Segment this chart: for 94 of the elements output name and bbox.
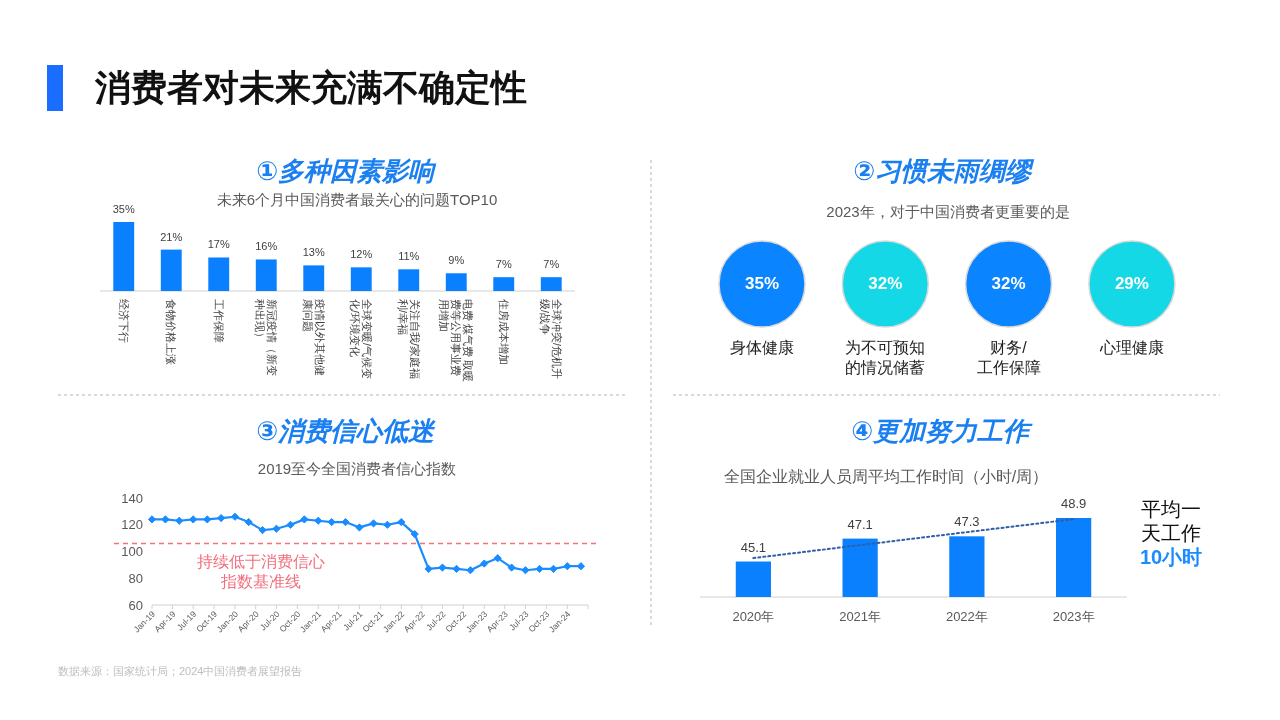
data-label: 11% — [398, 250, 420, 264]
point — [452, 564, 461, 573]
data-label: 47.1 — [847, 517, 873, 533]
x-tick-label: 经济下行 — [117, 299, 130, 345]
point — [369, 519, 378, 528]
chart-title: ①多种因素影响 — [255, 156, 435, 188]
ref-line-label: 持续低于消费信心指数基准线 — [196, 552, 326, 591]
data-label: 35% — [744, 273, 780, 295]
data-label: 29% — [1114, 273, 1149, 295]
x-tick-label: 工作保障 — [212, 299, 225, 345]
y-tick-label: 80 — [128, 570, 143, 586]
bar — [113, 222, 135, 291]
bar — [208, 257, 230, 291]
x-tick-label: 2021年 — [839, 609, 882, 625]
data-label: 32% — [991, 273, 1026, 295]
point — [217, 513, 226, 523]
point — [189, 515, 198, 524]
point — [341, 517, 350, 527]
x-tick-label: 电费 煤气费 取暖费等公用事业费用增加 — [438, 299, 475, 384]
point — [314, 516, 323, 525]
point — [383, 520, 392, 529]
point — [507, 563, 516, 572]
category-label: 身体健康 — [730, 339, 794, 356]
category-label: 财务/工作保障 — [976, 339, 1041, 376]
chart-title: ③消费信心低迷 — [255, 416, 435, 448]
point — [244, 517, 253, 527]
x-tick-label: 全球变暖/气候变化/环境变化 — [349, 299, 374, 381]
point — [397, 517, 406, 527]
bar — [398, 269, 420, 291]
point — [424, 564, 433, 573]
data-label: 12% — [350, 248, 373, 262]
text: 消费者对未来充满不确定性 — [95, 66, 527, 110]
x-tick-label: 2023年 — [1052, 609, 1095, 625]
point — [466, 566, 475, 575]
data-label: 7% — [495, 258, 512, 272]
bar — [160, 249, 182, 291]
point — [410, 530, 419, 539]
text: 平均一天工作 — [1140, 497, 1202, 545]
point — [493, 554, 502, 563]
data-label: 21% — [160, 230, 183, 244]
bar — [445, 273, 467, 291]
x-tick-label: 新冠疫情（新变种出现） — [254, 299, 279, 378]
data-label: 32% — [868, 273, 903, 295]
bar — [255, 259, 277, 291]
data-label: 35% — [112, 202, 135, 216]
x-tick-label: 疫情以外其他健康问题 — [301, 299, 326, 378]
point — [147, 515, 157, 524]
chart-subtitle: 2019至今全国消费者信心指数 — [257, 460, 457, 478]
point — [300, 515, 309, 524]
point — [175, 516, 184, 525]
text: ②习惯未雨绸缪 — [852, 156, 1032, 188]
point — [258, 526, 267, 535]
x-tick-label: 关注自我/家庭福利/幸福 — [396, 299, 421, 381]
bar — [303, 265, 325, 291]
source-note: 数据来源：国家统计局；2024中国消费者展望报告 — [58, 665, 303, 679]
data-label: 7% — [543, 258, 560, 272]
text: 2023年，对于中国消费者更重要的是 — [826, 203, 1070, 221]
x-tick-label: 2022年 — [945, 609, 988, 625]
bar — [540, 277, 562, 291]
x-tick-label: 2020年 — [732, 609, 775, 625]
data-label: 48.9 — [1060, 496, 1087, 512]
point — [327, 517, 336, 527]
point — [549, 564, 558, 573]
category-label: 为不可预知的情况储蓄 — [845, 339, 926, 376]
bar — [493, 277, 515, 291]
bar — [350, 267, 372, 291]
y-tick-label: 120 — [121, 517, 143, 533]
point — [230, 512, 240, 521]
chart-subtitle: 未来6个月中国消费者最关心的问题TOP10 — [216, 191, 498, 209]
x-tick-label: 住房成本增加 — [497, 299, 510, 367]
data-label: 45.1 — [740, 539, 767, 556]
point — [535, 564, 544, 573]
data-label: 16% — [255, 240, 278, 254]
chart-subtitle: 全国企业就业人员周平均工作时间（小时/周） — [723, 467, 1049, 487]
y-tick-label: 60 — [128, 597, 143, 613]
point — [563, 562, 572, 571]
data-label: 13% — [302, 246, 325, 260]
text: 10小时 — [1139, 545, 1203, 569]
point — [203, 515, 212, 524]
point — [521, 566, 530, 575]
point — [161, 515, 170, 524]
point — [286, 520, 295, 529]
data-label: 47.3 — [954, 514, 980, 531]
data-label: 9% — [448, 254, 465, 268]
point — [438, 563, 447, 572]
x-tick-label: 全球冲突/危机升级/战争 — [539, 299, 564, 381]
y-tick-label: 100 — [121, 544, 143, 559]
x-tick-label: 食物价格上涨 — [165, 299, 178, 367]
point — [480, 559, 489, 568]
category-label: 心理健康 — [1098, 339, 1164, 356]
data-label: 17% — [207, 238, 230, 252]
point — [272, 524, 281, 533]
point — [355, 523, 364, 532]
y-tick-label: 140 — [121, 490, 143, 506]
